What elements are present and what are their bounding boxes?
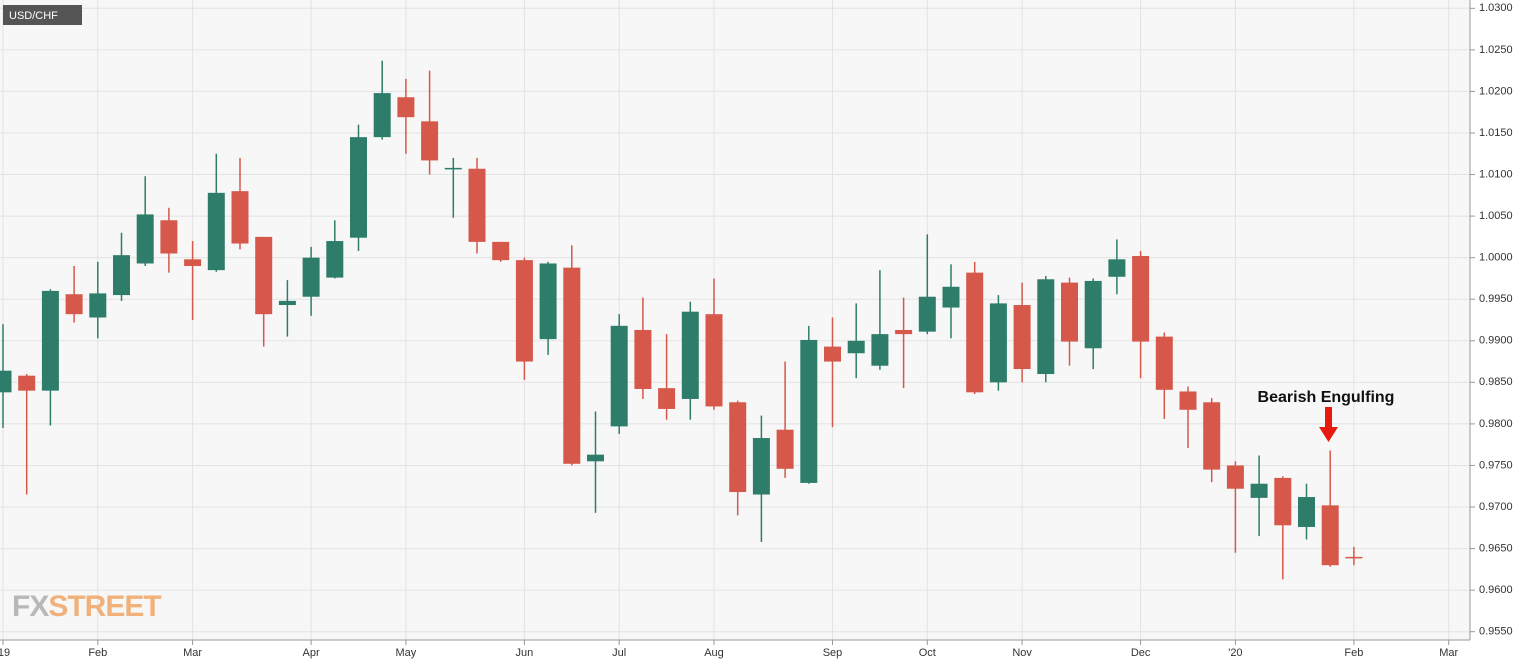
candle-body — [658, 388, 676, 409]
candle-body — [1037, 279, 1055, 375]
x-tick-label: Jun — [516, 647, 534, 659]
y-tick-label: 0.9850 — [1479, 376, 1513, 388]
candle-body — [515, 260, 533, 362]
x-tick-label: Aug — [704, 647, 724, 659]
candle-body — [824, 346, 841, 362]
candle-body — [231, 191, 249, 244]
candle-body — [468, 168, 486, 242]
y-tick-label: 0.9600 — [1479, 584, 1513, 596]
candle-body — [1321, 505, 1339, 566]
candle-body — [705, 314, 723, 407]
candle-body — [1345, 556, 1363, 559]
candle-body — [160, 220, 178, 254]
candle-body — [847, 340, 865, 354]
x-tick-label: Mar — [183, 647, 202, 659]
annotation-arrow — [1319, 407, 1338, 442]
x-tick-label: Oct — [919, 647, 936, 659]
y-tick-label: 1.0100 — [1479, 168, 1513, 180]
candle-body — [1013, 305, 1031, 370]
y-tick-label: 0.9900 — [1479, 335, 1513, 347]
candle-body — [136, 214, 154, 264]
x-tick-label: Feb — [1344, 647, 1363, 659]
candle-body — [895, 329, 913, 335]
candle-body — [942, 286, 960, 308]
candle-body — [1061, 282, 1078, 342]
candle-body — [752, 438, 770, 495]
candle-body — [184, 259, 202, 266]
annotation: Bearish Engulfing — [1258, 389, 1395, 406]
candle-body — [255, 236, 273, 315]
watermark: FXSTREET — [12, 590, 161, 623]
watermark-prefix: FX — [12, 590, 49, 623]
candle-body — [681, 311, 699, 399]
candle-body — [492, 241, 510, 261]
candle-body — [871, 334, 889, 366]
x-tick-label: '20 — [1228, 647, 1242, 659]
candle-body — [278, 300, 296, 306]
watermark-suffix: STREET — [48, 590, 161, 623]
y-tick-label: 1.0000 — [1479, 252, 1513, 264]
candle-body — [966, 272, 984, 393]
x-tick-label: Dec — [1131, 647, 1151, 659]
symbol-badge — [3, 5, 82, 25]
x-tick-label: Apr — [303, 647, 320, 659]
candle-body — [610, 325, 628, 427]
candle-body — [207, 192, 225, 271]
candle-body — [800, 339, 818, 483]
candle-body — [634, 329, 652, 389]
candle-body — [1084, 280, 1102, 349]
candle-body — [1132, 256, 1150, 342]
candle-body — [326, 241, 344, 278]
x-tick-label: Feb — [88, 647, 107, 659]
candle-body — [0, 370, 12, 393]
y-tick-label: 1.0050 — [1479, 210, 1513, 222]
candle-body — [918, 296, 936, 332]
candle-body — [421, 121, 439, 161]
candle-body — [65, 294, 83, 315]
candle-body — [587, 454, 604, 462]
y-tick-label: 0.9650 — [1479, 542, 1513, 554]
x-tick-label: Mar — [1439, 647, 1458, 659]
candle-body — [89, 293, 107, 318]
candle-body — [1250, 483, 1268, 498]
candle-body — [1108, 259, 1126, 277]
y-tick-label: 1.0250 — [1479, 44, 1513, 56]
x-tick-label: Nov — [1012, 647, 1032, 659]
y-tick-label: 1.0150 — [1479, 127, 1513, 139]
candle-body — [397, 97, 415, 118]
candle-body — [18, 375, 36, 391]
candle-body — [41, 290, 59, 391]
y-tick-label: 0.9950 — [1479, 293, 1513, 305]
candle-body — [1274, 477, 1292, 526]
candle-body — [989, 303, 1007, 383]
plot-background — [0, 0, 1470, 640]
candle-body — [444, 167, 462, 170]
candle-body — [1298, 497, 1315, 527]
candle-body — [563, 267, 581, 464]
candles — [0, 60, 1363, 580]
candle-body — [113, 255, 130, 296]
y-tick-label: 1.0300 — [1479, 2, 1513, 14]
candle-body — [1226, 465, 1244, 489]
candle-body — [1179, 391, 1197, 410]
candle-body — [302, 257, 320, 297]
candle-body — [1155, 336, 1173, 390]
candle-body — [539, 263, 557, 340]
candle-body — [776, 429, 794, 469]
y-tick-label: 0.9750 — [1479, 459, 1513, 471]
x-tick-label: May — [396, 647, 417, 659]
symbol-label: USD/CHF — [9, 10, 58, 22]
x-tick-label: Sep — [823, 647, 843, 659]
x-tick-label: '19 — [0, 647, 10, 659]
candle-body — [1203, 402, 1221, 470]
x-tick-label: Jul — [612, 647, 626, 659]
candle-body — [350, 137, 367, 238]
y-tick-label: 0.9800 — [1479, 418, 1513, 430]
y-tick-label: 0.9550 — [1479, 626, 1513, 638]
y-tick-label: 1.0200 — [1479, 85, 1513, 97]
candle-body — [373, 93, 391, 138]
candle-body — [729, 402, 747, 493]
y-tick-label: 0.9700 — [1479, 501, 1513, 513]
